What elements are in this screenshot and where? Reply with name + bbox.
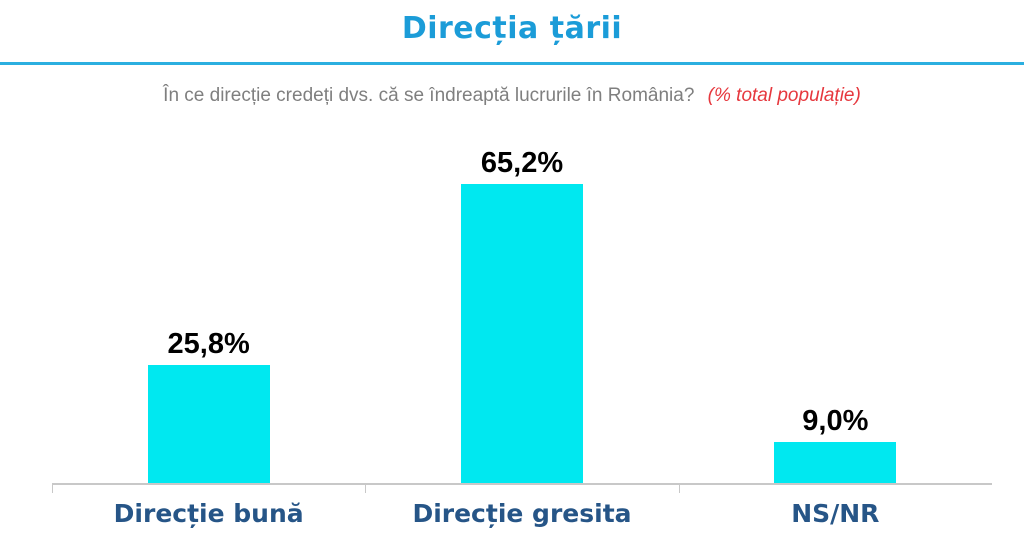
axis-tick [52,485,53,493]
bar-value-label: 65,2% [480,147,564,179]
category-label: Direcție bună [113,499,304,528]
bar-column: 25,8% [52,111,365,483]
bar-column: 9,0% [679,111,992,483]
category-label: Direcție gresita [412,499,632,528]
category-label: NS/NR [791,499,880,528]
bar-chart: 25,8% 65,2% 9,0% Direcție bună Direcție gre… [52,111,992,530]
category-labels: Direcție bună Direcție gresita NS/NR [52,498,992,530]
bar-value-label: 25,8% [167,328,250,360]
population-note: (% total populație) [707,85,861,106]
question-text: În ce direcție credeți dvs. că se îndrea… [163,85,695,106]
bar [147,365,270,483]
plot-area: 25,8% 65,2% 9,0% [52,111,992,483]
chart-question: În ce direcție credeți dvs. că se îndrea… [0,85,1024,107]
x-axis-line [52,483,992,493]
bar-column: 65,2% [365,111,678,483]
bar [460,184,583,483]
axis-tick [678,485,680,493]
title-divider [0,62,1024,65]
axis-tick [365,485,367,493]
bar-value-label: 9,0% [802,405,869,437]
bar [774,442,897,483]
page-title: Direcția țării [401,11,623,46]
